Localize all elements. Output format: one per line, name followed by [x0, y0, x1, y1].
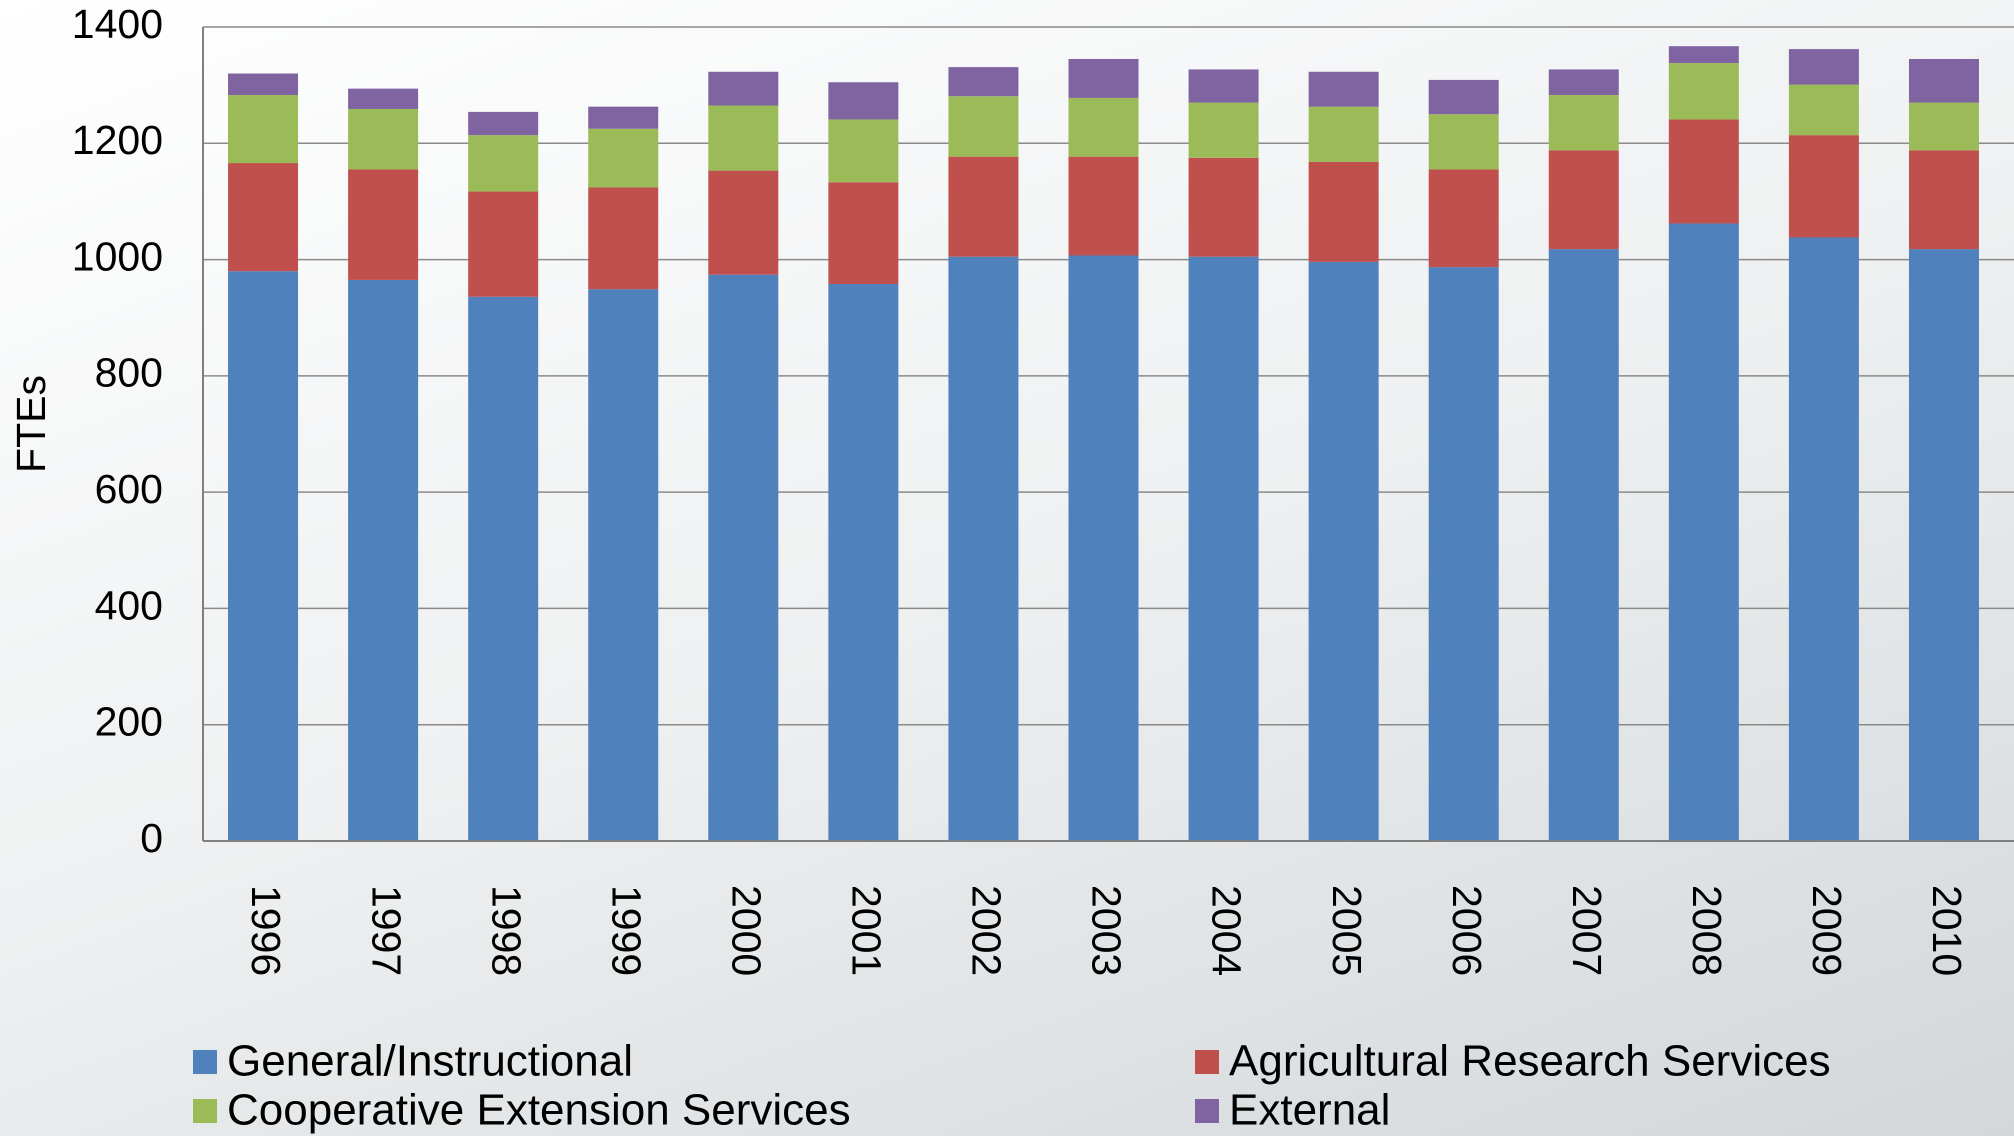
bar-segment [1908, 58, 1979, 103]
bar-segment [228, 95, 299, 164]
bar-segment [468, 111, 539, 136]
x-tick-label: 1996 [243, 885, 289, 976]
y-tick-label: 1200 [72, 117, 163, 163]
bar-segment [1068, 97, 1139, 157]
bar-segment [948, 96, 1019, 157]
bar-segment [1668, 223, 1739, 842]
y-tick-label: 400 [95, 582, 163, 628]
bar-segment [228, 163, 299, 272]
bar-segment [1068, 58, 1139, 98]
bar-segment [228, 73, 299, 96]
bar-segment [1308, 71, 1379, 107]
bar-segment [1908, 150, 1979, 250]
bar-segment [948, 67, 1019, 97]
y-tick-label: 200 [95, 699, 163, 745]
y-tick-label: 800 [95, 350, 163, 396]
legend-label: General/Instructional [227, 1037, 633, 1086]
bar-segment [1548, 150, 1619, 250]
bar-segment [1188, 69, 1259, 103]
bar-segment [708, 170, 779, 275]
bar-segment [708, 274, 779, 841]
legend-swatch [193, 1050, 217, 1074]
legend-label: External [1229, 1086, 1390, 1135]
bar-segment [1788, 237, 1859, 841]
bar-segment [1188, 157, 1259, 257]
y-axis-label: FTEs [8, 375, 54, 473]
bar-segment [468, 191, 539, 297]
y-tick-label: 600 [95, 466, 163, 512]
legend-swatch [193, 1099, 217, 1123]
bar-segment [1548, 69, 1619, 96]
bar-segment [1428, 114, 1499, 170]
bar-segment [1308, 161, 1379, 262]
x-tick-label: 2003 [1084, 885, 1130, 976]
bar-segment [1548, 95, 1619, 151]
bar-segment [948, 256, 1019, 841]
x-tick-label: 2010 [1924, 885, 1970, 976]
legend-label: Cooperative Extension Services [227, 1086, 851, 1135]
bar-segment [348, 88, 419, 109]
bar-segment [228, 271, 299, 841]
bar-segment [588, 106, 659, 129]
x-tick-label: 2006 [1444, 885, 1490, 976]
legend-swatch [1195, 1050, 1219, 1074]
bar-segment [708, 105, 779, 171]
bar-segment [1788, 84, 1859, 136]
bar-segment [1668, 46, 1739, 64]
x-tick-label: 2001 [844, 885, 890, 976]
bar-segment [1788, 135, 1859, 238]
x-tick-label: 2009 [1804, 885, 1850, 976]
bar-segment [1548, 249, 1619, 841]
bar-segment [588, 187, 659, 290]
bar-segment [1308, 106, 1379, 162]
bar-segment [1428, 169, 1499, 268]
x-tick-label: 1999 [603, 885, 649, 976]
bar-segment [1788, 49, 1859, 85]
bar-segment [1908, 102, 1979, 151]
x-tick-label: 2007 [1564, 885, 1610, 976]
bar-segment [1668, 63, 1739, 120]
bar-segment [1308, 261, 1379, 841]
bar-segment [1068, 156, 1139, 256]
bar-segment [828, 82, 899, 120]
x-tick-label: 1998 [483, 885, 529, 976]
y-tick-label: 1400 [72, 1, 163, 47]
bar-segment [1428, 79, 1499, 115]
bar-segment [588, 128, 659, 188]
bar-segment [708, 71, 779, 106]
y-tick-label: 0 [140, 815, 163, 861]
legend-label: Agricultural Research Services [1229, 1037, 1831, 1086]
bar-segment [1428, 267, 1499, 841]
bar-segment [348, 108, 419, 170]
bar-segment [588, 289, 659, 842]
bar-segment [1668, 119, 1739, 224]
bar-segment [1188, 102, 1259, 158]
x-tick-label: 2002 [964, 885, 1010, 976]
x-tick-label: 2005 [1324, 885, 1370, 976]
bar-segment [948, 156, 1019, 257]
bar-segment [1068, 255, 1139, 841]
x-tick-label: 2000 [723, 885, 769, 976]
x-tick-label: 2004 [1204, 885, 1250, 976]
y-tick-label: 1000 [72, 233, 163, 279]
bar-segment [828, 119, 899, 183]
bar-segment [348, 169, 419, 280]
x-tick-label: 2008 [1684, 885, 1730, 976]
legend-swatch [1195, 1099, 1219, 1123]
bar-segment [468, 296, 539, 842]
bar-segment [348, 279, 419, 842]
bar-segment [1188, 256, 1259, 841]
bar-segment [828, 283, 899, 841]
bar-segment [1908, 249, 1979, 841]
bar-segment [468, 135, 539, 192]
bar-segment [828, 182, 899, 284]
x-tick-label: 1997 [363, 885, 409, 976]
